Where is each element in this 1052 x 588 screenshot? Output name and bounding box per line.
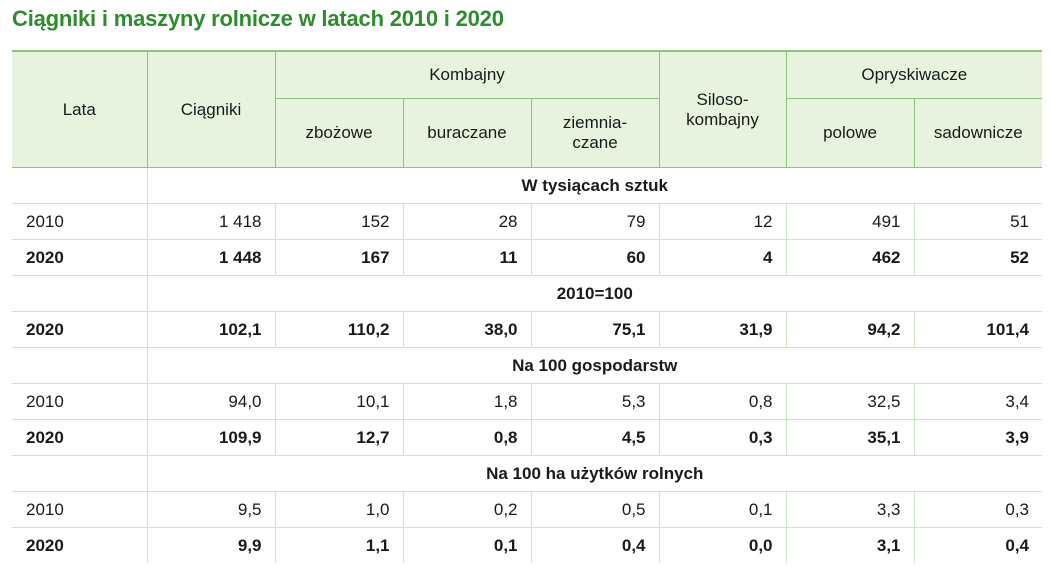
section-row: W tysiącach sztuk (12, 167, 1042, 204)
page-title: Ciągniki i maszyny rolnicze w latach 201… (12, 6, 504, 31)
value-cell: 51 (914, 203, 1042, 240)
value-cell: 152 (275, 203, 404, 240)
table-row: 2020 109,9 12,7 0,8 4,5 0,3 35,1 3,9 (12, 419, 1042, 456)
header-buraczane: buraczane (403, 98, 532, 168)
value-cell: 0,4 (531, 527, 660, 563)
header-lata: Lata (12, 50, 148, 168)
value-cell: 9,9 (147, 527, 276, 563)
value-cell: 0,8 (659, 383, 787, 420)
section-label: Na 100 gospodarstw (147, 347, 1042, 384)
value-cell: 4 (659, 239, 787, 276)
header-silosokombajny-line1: Siloso- (696, 89, 749, 109)
value-cell: 28 (403, 203, 532, 240)
value-cell: 1,0 (275, 491, 404, 528)
value-cell: 1,8 (403, 383, 532, 420)
value-cell: 3,1 (786, 527, 915, 563)
value-cell: 5,3 (531, 383, 660, 420)
section-label: W tysiącach sztuk (147, 167, 1042, 204)
value-cell: 0,4 (1005, 535, 1029, 555)
value-cell: 10,1 (275, 383, 404, 420)
value-cell: 0,1 (403, 527, 532, 563)
value-cell: 9,5 (147, 491, 276, 528)
table-row: 2020 1 448 167 11 60 4 462 52 (12, 239, 1042, 276)
value-cell: 0,3 (659, 419, 787, 456)
section-spacer-cell (12, 275, 148, 312)
table-row: 2020 9,9 1,1 0,1 0,4 0,0 3,1 0,4 (12, 527, 1042, 563)
section-spacer-cell (12, 455, 148, 492)
table-body: W tysiącach sztuk 2010 1 418 152 28 79 12 491 51… (12, 167, 1042, 563)
section-label: 2010=100 (147, 275, 1042, 312)
value-cell: 75,1 (531, 311, 660, 348)
value-cell: 1,1 (275, 527, 404, 563)
value-cell: 0,1 (659, 491, 787, 528)
value-cell: 3,3 (786, 491, 915, 528)
year-cell: 2020 (12, 239, 148, 276)
value-cell: 101,4 (914, 311, 1042, 348)
value-cell: 109,9 (147, 419, 276, 456)
header-sadownicze: sadownicze (914, 98, 1042, 168)
table-header: Lata Ciągniki Kombajny Siloso- kombajny … (12, 50, 1042, 168)
value-cell: 102,1 (147, 311, 276, 348)
value-cell: 0,0 (659, 527, 787, 563)
machinery-table: Lata Ciągniki Kombajny Siloso- kombajny … (12, 50, 1042, 563)
value-cell: 1 418 (147, 203, 276, 240)
value-cell: 3,4 (914, 383, 1042, 420)
header-polowe: polowe (786, 98, 915, 168)
table-row: 2010 1 418 152 28 79 12 491 51 (12, 203, 1042, 240)
value-cell: 12 (659, 203, 787, 240)
table-row: 2010 9,5 1,0 0,2 0,5 0,1 3,3 0,3 (12, 491, 1042, 528)
value-cell: 0,5 (531, 491, 660, 528)
value-cell: 11 (403, 239, 532, 276)
header-silosokombajny: Siloso- kombajny (659, 50, 787, 168)
value-cell: 32,5 (786, 383, 915, 420)
value-cell: 462 (786, 239, 915, 276)
section-label: Na 100 ha użytków rolnych (147, 455, 1042, 492)
value-cell: 3,9 (914, 419, 1042, 456)
value-cell: 0,2 (403, 491, 532, 528)
header-kombajny: Kombajny (275, 50, 660, 99)
section-row: 2010=100 (12, 275, 1042, 312)
value-cell: 167 (275, 239, 404, 276)
value-cell: 35,1 (786, 419, 915, 456)
value-cell: 79 (531, 203, 660, 240)
value-cell: 491 (786, 203, 915, 240)
section-row: Na 100 gospodarstw (12, 347, 1042, 384)
year-cell: 2020 (12, 419, 148, 456)
value-cell: 94,0 (147, 383, 276, 420)
year-cell: 2010 (12, 203, 148, 240)
value-cell: 0,3 (914, 491, 1042, 528)
value-cell: 1 448 (147, 239, 276, 276)
header-ciagniki: Ciągniki (147, 50, 276, 168)
header-silosokombajny-line2: kombajny (686, 109, 759, 129)
value-cell: 4,5 (531, 419, 660, 456)
value-cell: 52 (914, 239, 1042, 276)
header-zbozowe: zbożowe (275, 98, 404, 168)
header-ziemniaczane-line2: czane (572, 133, 618, 152)
year-cell: 2010 (12, 383, 148, 420)
table-row: 2010 94,0 10,1 1,8 5,3 0,8 32,5 3,4 (12, 383, 1042, 420)
value-cell: 60 (531, 239, 660, 276)
section-row: Na 100 ha użytków rolnych (12, 455, 1042, 492)
header-ziemniaczane: ziemnia- czane (531, 98, 660, 168)
header-opryskiwacze: Opryskiwacze (786, 50, 1042, 99)
year-cell: 2020 (12, 527, 148, 563)
header-ziemniaczane-line1: ziemnia- (562, 113, 628, 132)
table-row: 2020 102,1 110,2 38,0 75,1 31,9 94,2 101,4 (12, 311, 1042, 348)
value-cell: 110,2 (275, 311, 404, 348)
year-cell: 2020 (12, 311, 148, 348)
value-cell: 38,0 (403, 311, 532, 348)
value-cell: 0,8 (403, 419, 532, 456)
year-cell: 2010 (12, 491, 148, 528)
value-cell: 12,7 (275, 419, 404, 456)
section-spacer-cell (12, 347, 148, 384)
value-cell: 94,2 (786, 311, 915, 348)
value-cell: 31,9 (659, 311, 787, 348)
section-spacer-cell (12, 167, 148, 204)
